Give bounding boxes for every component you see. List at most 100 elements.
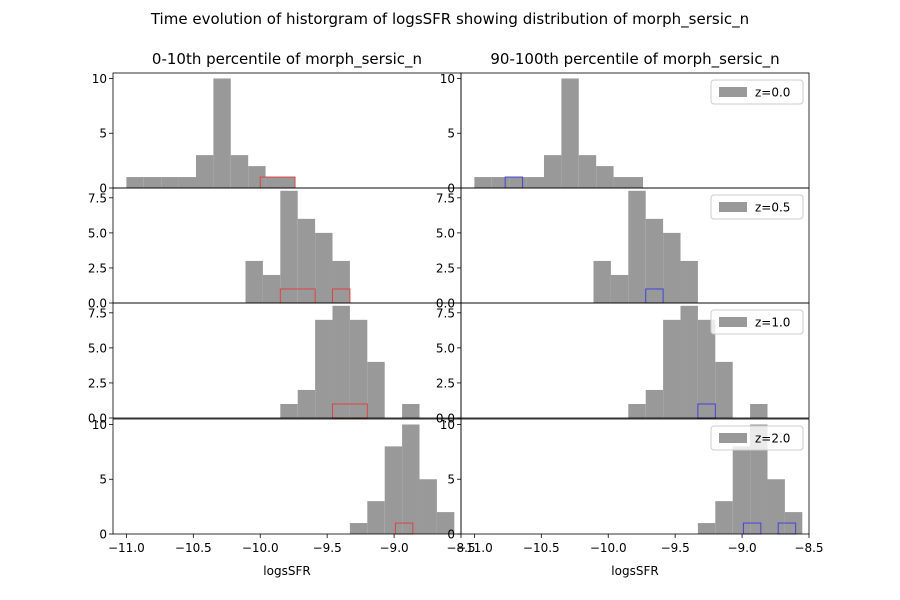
hist-bar-all-4 [195, 155, 214, 188]
y-tick-label: 5 [99, 127, 107, 141]
axes-frame [112, 302, 462, 419]
hist-bar-all-0 [593, 260, 611, 303]
hist-bar-all-0 [280, 403, 298, 418]
hist-bar-all-2 [663, 319, 681, 418]
legend: z=0.0 [710, 79, 804, 105]
hist-bar-all-1 [367, 501, 385, 534]
hist-bar-all-2 [161, 177, 179, 188]
axes-frame [460, 302, 810, 419]
y-tick-label: 5 [99, 473, 107, 487]
x-tick-label: −10.5 [175, 541, 212, 555]
hist-bar-all-0 [245, 260, 263, 303]
x-axis-label-right: logsSFR [611, 564, 658, 578]
y-tick-label: 10 [440, 418, 455, 432]
hist-bar-all-6 [578, 155, 597, 188]
x-tick-label: −9.0 [380, 541, 409, 555]
hist-bar-all-2 [509, 177, 527, 188]
hist-bar-all-4 [419, 479, 437, 534]
legend: z=2.0 [710, 425, 804, 451]
legend-swatch [719, 317, 747, 327]
hist-bar-all-1 [297, 389, 316, 418]
y-tick-label: 2.5 [436, 261, 455, 275]
x-tick-label: −10.0 [242, 541, 279, 555]
hist-bar-all-1 [143, 177, 162, 188]
hist-bar-all-3 [645, 218, 664, 303]
hist-bar-all-8 [265, 177, 296, 188]
hist-bar-all-2 [280, 190, 298, 303]
x-tick-label: −11.0 [456, 541, 493, 555]
y-tick-label: 0.0 [88, 297, 107, 311]
hist-bar-all-5 [561, 78, 579, 188]
hist-bar-all-5 [436, 512, 455, 534]
legend: z=1.0 [710, 309, 804, 335]
hist-bar-all-3 [402, 424, 420, 534]
figure-suptitle: Time evolution of historgram of logsSFR … [150, 10, 749, 29]
y-tick-label: 0 [447, 182, 455, 196]
legend-box [710, 425, 804, 451]
hist-bar-all-6 [230, 155, 249, 188]
legend-label: z=0.5 [755, 201, 790, 215]
x-tick-label: −10.5 [523, 541, 560, 555]
hist-bar-all-1 [262, 274, 281, 303]
y-tick-label: 0.0 [88, 412, 107, 426]
panel-low-row-1: 0.0 2.5 5.0 7.5 [88, 187, 462, 311]
panel-low-row-3: 0 5 10 −11.0 −10.5 −10.0 −9.5 −9.0 −8.5 [92, 418, 476, 555]
hist-bar-all-3 [526, 177, 544, 188]
y-tick-label: 0.0 [436, 297, 455, 311]
y-tick-label: 5 [447, 127, 455, 141]
axes-frame [112, 72, 462, 189]
x-tick-label: −9.0 [728, 541, 757, 555]
hist-bar-all-6 [750, 403, 768, 418]
column-title-low: 0-10th percentile of morph_sersic_n [152, 50, 422, 69]
y-tick-label: 10 [92, 418, 107, 432]
panel-high-row-3: 0 5 10 −11.0 −10.5 −10.0 −9.5 −9.0 −8.5 z=2.0 [440, 418, 824, 555]
hist-bar-all-6 [402, 403, 420, 418]
hist-bar-all-4 [349, 319, 368, 418]
hist-bar-all-4 [697, 319, 716, 418]
hist-bar-all-2 [315, 319, 333, 418]
y-tick-label: 5 [447, 473, 455, 487]
hist-bar-all-7 [248, 166, 266, 188]
legend-box [710, 79, 804, 105]
legend-label: z=0.0 [755, 86, 790, 100]
x-tick-label: −11.0 [108, 541, 145, 555]
y-tick-label: 5.0 [436, 341, 455, 355]
hist-bar-all-1 [645, 389, 664, 418]
legend-label: z=2.0 [755, 432, 790, 446]
x-tick-label: −8.5 [794, 541, 823, 555]
column-title-high: 90-100th percentile of morph_sersic_n [490, 50, 779, 69]
hist-bar-all-5 [332, 260, 350, 303]
y-tick-label: 7.5 [436, 306, 455, 320]
hist-bar-all-3 [750, 424, 768, 534]
panel-low-row-0: 0 5 10 [92, 72, 462, 196]
legend-label: z=1.0 [755, 316, 790, 330]
hist-bar-all-3 [297, 218, 316, 303]
y-tick-label: 0.0 [436, 412, 455, 426]
panel-low-row-2: 0.0 2.5 5.0 7.5 [88, 302, 462, 426]
hist-bar-all-2 [384, 446, 403, 534]
hist-bar-all-7 [596, 166, 614, 188]
y-tick-label: 10 [92, 72, 107, 86]
hist-bar-all-8 [613, 177, 644, 188]
hist-bar-all-5 [680, 260, 698, 303]
legend-box [710, 309, 804, 335]
legend: z=0.5 [710, 194, 804, 220]
hist-bar-all-5 [367, 361, 385, 418]
hist-bar-all-4 [767, 479, 785, 534]
x-tick-label: −9.5 [661, 541, 690, 555]
hist-bar-all-5 [715, 361, 733, 418]
hist-bar-all-0 [474, 177, 492, 188]
hist-bar-all-4 [315, 232, 333, 303]
x-tick-label: −8.5 [446, 541, 475, 555]
hist-bar-all-4 [543, 155, 562, 188]
y-tick-label: 7.5 [88, 191, 107, 205]
hist-bar-all-0 [126, 177, 144, 188]
y-tick-label: 0 [447, 528, 455, 542]
hist-bar-all-0 [697, 523, 716, 534]
y-tick-label: 7.5 [436, 191, 455, 205]
panel-high-row-2: 0.0 2.5 5.0 7.5 z=1.0 [436, 302, 810, 426]
y-tick-label: 5.0 [436, 226, 455, 240]
panel-high-row-0: 0 5 10 z=0.0 [440, 72, 810, 196]
hist-bar-all-2 [628, 190, 646, 303]
